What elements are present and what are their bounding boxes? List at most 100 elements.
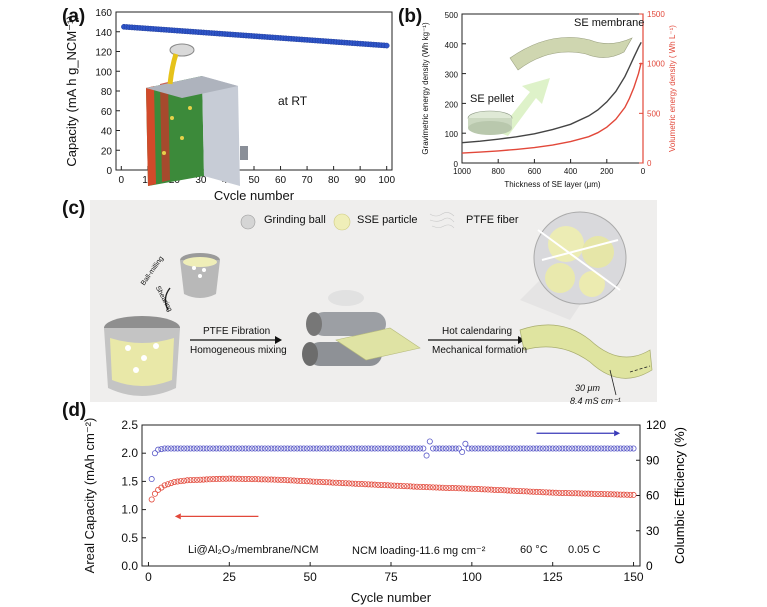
step1-top-label: PTFE Fibration bbox=[203, 326, 271, 337]
areal-capacity-point bbox=[352, 480, 359, 487]
coulombic-efficiency-point bbox=[556, 445, 563, 452]
areal-capacity-point bbox=[345, 480, 352, 487]
gravimetric-density-line bbox=[461, 41, 642, 144]
areal-capacity-point bbox=[261, 476, 268, 483]
coulombic-efficiency-point bbox=[630, 445, 637, 452]
coulombic-efficiency-point bbox=[368, 445, 375, 452]
areal-capacity-point bbox=[598, 491, 605, 498]
areal-capacity-point bbox=[206, 476, 213, 483]
y2-tick-label: 1500 bbox=[647, 10, 665, 19]
areal-capacity-point bbox=[339, 480, 346, 487]
areal-capacity-point bbox=[190, 476, 197, 483]
areal-capacity-point bbox=[562, 490, 569, 497]
y-axis-label: Gravimetric energy density (Wh kg⁻¹) bbox=[421, 22, 430, 155]
coulombic-efficiency-point bbox=[455, 445, 462, 452]
areal-capacity-point bbox=[604, 491, 611, 498]
areal-capacity-point bbox=[287, 477, 294, 484]
coulombic-efficiency-point bbox=[585, 445, 592, 452]
coulombic-efficiency-point bbox=[394, 445, 401, 452]
areal-capacity-point bbox=[336, 479, 343, 486]
coulombic-efficiency-point bbox=[384, 445, 391, 452]
coulombic-efficiency-point bbox=[310, 445, 317, 452]
coulombic-efficiency-point bbox=[452, 445, 459, 452]
y-tick-label: 300 bbox=[445, 71, 459, 80]
coulombic-efficiency-point bbox=[569, 445, 576, 452]
coulombic-efficiency-point bbox=[507, 445, 514, 452]
areal-capacity-point bbox=[523, 488, 530, 495]
coulombic-efficiency-point bbox=[472, 445, 479, 452]
areal-capacity-point bbox=[491, 486, 498, 493]
areal-capacity-point bbox=[517, 488, 524, 495]
coulombic-efficiency-point bbox=[342, 445, 349, 452]
step1-bottom-label: Homogeneous mixing bbox=[190, 345, 287, 356]
coulombic-efficiency-point bbox=[210, 445, 217, 452]
panel-b-pellet-label: SE pellet bbox=[470, 93, 515, 105]
areal-capacity-point bbox=[323, 479, 330, 486]
coulombic-efficiency-point bbox=[624, 445, 631, 452]
coulombic-efficiency-point bbox=[294, 445, 301, 452]
areal-capacity-point bbox=[284, 477, 291, 484]
x-tick-label: 125 bbox=[543, 570, 563, 584]
x-tick-label: 50 bbox=[303, 570, 317, 584]
coulombic-efficiency-point bbox=[151, 450, 158, 457]
areal-capacity-point bbox=[375, 481, 382, 488]
coulombic-efficiency-point bbox=[552, 445, 559, 452]
coulombic-efficiency-point bbox=[365, 445, 372, 452]
coulombic-efficiency-point bbox=[627, 445, 634, 452]
areal-capacity-point bbox=[229, 475, 236, 482]
coulombic-efficiency-point bbox=[604, 445, 611, 452]
coulombic-efficiency-point bbox=[400, 445, 407, 452]
areal-capacity-point bbox=[481, 486, 488, 493]
areal-capacity-point bbox=[329, 479, 336, 486]
volumetric-density-line bbox=[461, 62, 642, 154]
coulombic-efficiency-point bbox=[303, 445, 310, 452]
legend-ptfe-fiber-label: PTFE fiber bbox=[466, 214, 519, 226]
coulombic-efficiency-point bbox=[229, 445, 236, 452]
coulombic-efficiency-point bbox=[601, 445, 608, 452]
rotation-arrow-icon bbox=[164, 287, 171, 311]
ptfe-fiber-icon bbox=[429, 212, 455, 229]
panel-d-series bbox=[148, 438, 637, 503]
y2-tick-label: 30 bbox=[646, 524, 660, 538]
areal-capacity-point bbox=[326, 479, 333, 486]
areal-capacity-point bbox=[397, 482, 404, 489]
areal-capacity-point bbox=[342, 480, 349, 487]
areal-capacity-point bbox=[168, 480, 175, 487]
coulombic-efficiency-point bbox=[578, 445, 585, 452]
flexible-membrane-icon bbox=[519, 324, 653, 396]
coulombic-efficiency-point bbox=[404, 445, 411, 452]
areal-capacity-point bbox=[607, 491, 614, 498]
panel-b-series bbox=[461, 41, 642, 154]
coulombic-efficiency-point bbox=[245, 445, 252, 452]
coulombic-efficiency-point bbox=[504, 445, 511, 452]
coulombic-efficiency-point bbox=[232, 445, 239, 452]
areal-capacity-point bbox=[181, 477, 188, 484]
areal-capacity-point bbox=[423, 484, 430, 491]
y-tick-label: 160 bbox=[95, 8, 112, 19]
coulombic-efficiency-point bbox=[391, 445, 398, 452]
coulombic-efficiency-point bbox=[533, 445, 540, 452]
areal-capacity-point bbox=[426, 484, 433, 491]
step2-top-label: Hot calendaring bbox=[442, 326, 513, 337]
areal-capacity-point bbox=[320, 479, 327, 486]
y-tick-label: 100 bbox=[95, 67, 112, 78]
coulombic-efficiency-point bbox=[417, 445, 424, 452]
coulombic-efficiency-point bbox=[397, 445, 404, 452]
sse-particle-icon bbox=[333, 213, 351, 231]
coulombic-efficiency-point bbox=[611, 445, 618, 452]
coulombic-efficiency-point bbox=[446, 445, 453, 452]
areal-capacity-point bbox=[355, 480, 362, 487]
coulombic-efficiency-point bbox=[436, 445, 443, 452]
coulombic-efficiency-point bbox=[520, 445, 527, 452]
areal-capacity-point bbox=[200, 476, 207, 483]
y-tick-label: 0 bbox=[106, 166, 112, 177]
areal-capacity-point bbox=[614, 491, 621, 498]
areal-capacity-point bbox=[472, 485, 479, 492]
coulombic-efficiency-point bbox=[216, 445, 223, 452]
coulombic-efficiency-point bbox=[316, 445, 323, 452]
areal-capacity-point bbox=[588, 490, 595, 497]
coulombic-efficiency-point bbox=[284, 445, 291, 452]
areal-capacity-point bbox=[268, 476, 275, 483]
coulombic-efficiency-point bbox=[261, 445, 268, 452]
areal-capacity-point bbox=[439, 484, 446, 491]
